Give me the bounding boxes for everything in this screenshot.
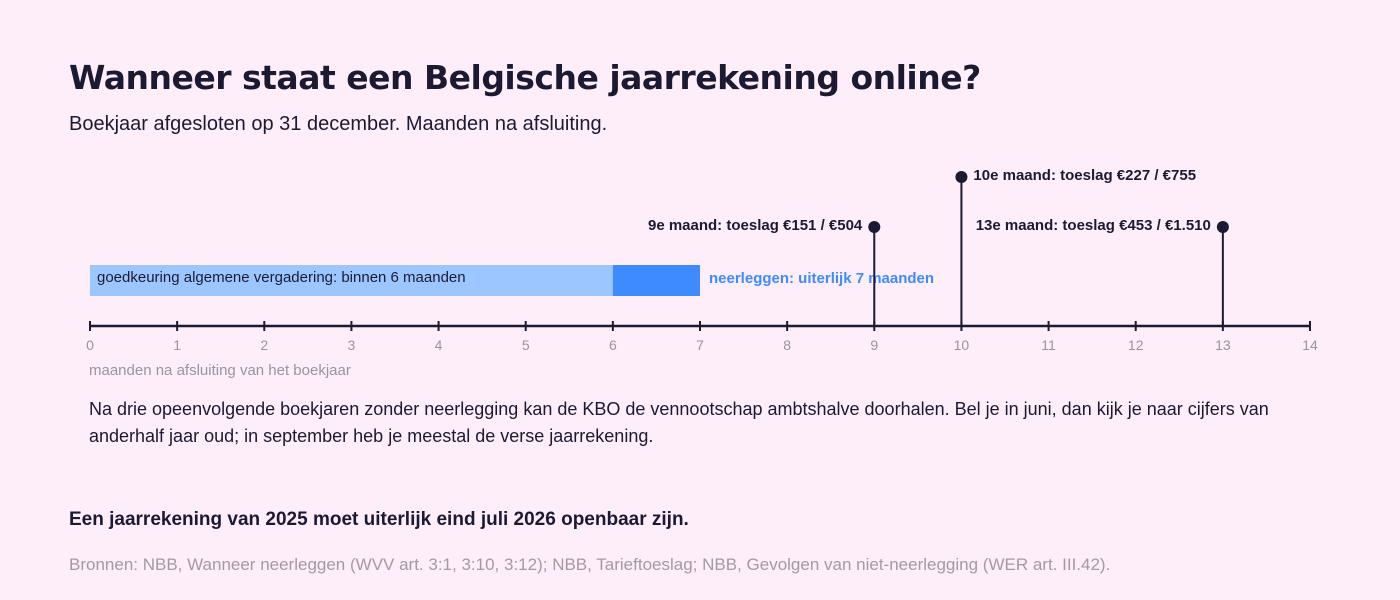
chart-title: Wanneer staat een Belgische jaarrekening… — [69, 58, 981, 97]
x-tick-label: 2 — [260, 337, 268, 353]
x-tick-label: 12 — [1128, 337, 1144, 353]
x-tick-label: 14 — [1302, 337, 1318, 353]
bar-label: neerleggen: uiterlijk 7 maanden — [709, 270, 934, 287]
marker-dot — [1216, 221, 1229, 233]
bar-label: goedkeuring algemene vergadering: binnen… — [97, 269, 466, 286]
marker-label: 9e maand: toeslag €151 / €504 — [648, 217, 863, 234]
x-tick-label: 6 — [609, 337, 617, 353]
x-tick-label: 11 — [1041, 337, 1056, 353]
marker-dot — [955, 171, 968, 183]
timeline-bar — [612, 265, 700, 296]
source-text: Bronnen: NBB, Wanneer neerleggen (WVV ar… — [69, 555, 1111, 574]
x-tick-label: 5 — [522, 337, 530, 353]
marker-label: 10e maand: toeslag €227 / €755 — [973, 167, 1196, 184]
chart-note: Na drie opeenvolgende boekjaren zonder n… — [89, 399, 1269, 446]
x-axis-title: maanden na afsluiting van het boekjaar — [89, 362, 351, 379]
x-tick-label: 8 — [783, 337, 791, 353]
timeline-chart: goedkeuring algemene vergadering: binnen… — [86, 167, 1318, 379]
takeaway-text: Een jaarrekening van 2025 moet uiterlijk… — [69, 509, 689, 530]
marker-label: 13e maand: toeslag €453 / €1.510 — [976, 217, 1211, 234]
x-tick-label: 13 — [1215, 337, 1231, 353]
x-tick-label: 9 — [870, 337, 878, 353]
timeline-bar — [90, 265, 613, 296]
chart-subtitle: Boekjaar afgesloten op 31 december. Maan… — [69, 113, 608, 135]
x-tick-label: 10 — [954, 337, 970, 353]
x-tick-label: 4 — [435, 337, 443, 353]
x-tick-label: 3 — [348, 337, 356, 353]
marker-dot — [868, 221, 881, 233]
x-tick-label: 7 — [696, 337, 704, 353]
x-tick-label: 0 — [86, 337, 94, 353]
x-tick-label: 1 — [173, 337, 181, 353]
